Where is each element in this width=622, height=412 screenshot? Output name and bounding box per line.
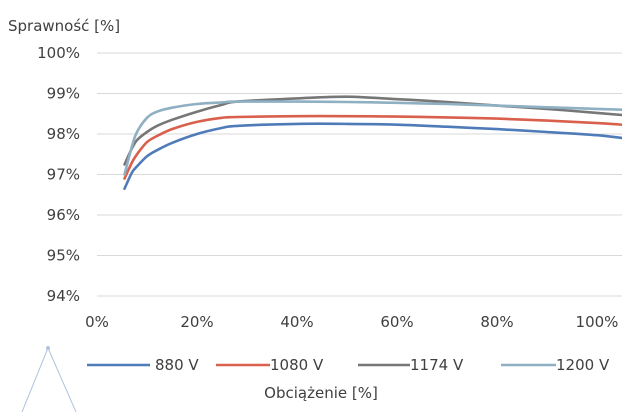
gridlines xyxy=(97,52,622,297)
y-tick-labels: 94% 95% 96% 97% 98% 99% 100% xyxy=(37,44,80,305)
legend: 880 V 1080 V 1174 V 1200 V xyxy=(87,356,610,374)
y-tick-label: 97% xyxy=(47,166,80,184)
y-tick-label: 95% xyxy=(47,247,80,265)
y-axis-title: Sprawność [%] xyxy=(8,17,120,35)
y-tick-label: 100% xyxy=(37,44,80,62)
legend-label-1174-v: 1174 V xyxy=(410,356,464,374)
y-tick-label: 99% xyxy=(47,85,80,103)
x-tick-labels: 0% 20% 40% 60% 80% 100% xyxy=(85,313,618,331)
series-lines xyxy=(123,95,622,190)
decorative-triangle-icon xyxy=(21,346,77,412)
x-axis-title: Obciążenie [%] xyxy=(264,384,378,402)
y-tick-label: 94% xyxy=(47,287,80,305)
x-tick-label: 20% xyxy=(180,313,213,331)
x-tick-label: 60% xyxy=(380,313,413,331)
x-tick-label: 40% xyxy=(280,313,313,331)
series-line-1080-v xyxy=(123,114,622,180)
series-line-1200-v xyxy=(123,100,622,176)
x-tick-label: 80% xyxy=(480,313,513,331)
legend-label-880-v: 880 V xyxy=(155,356,199,374)
x-tick-label: 0% xyxy=(85,313,109,331)
x-tick-label: 100% xyxy=(576,313,619,331)
y-tick-label: 98% xyxy=(47,125,80,143)
legend-label-1200-v: 1200 V xyxy=(556,356,610,374)
series-line-880-v xyxy=(123,122,622,190)
legend-label-1080-v: 1080 V xyxy=(270,356,324,374)
y-tick-label: 96% xyxy=(47,206,80,224)
